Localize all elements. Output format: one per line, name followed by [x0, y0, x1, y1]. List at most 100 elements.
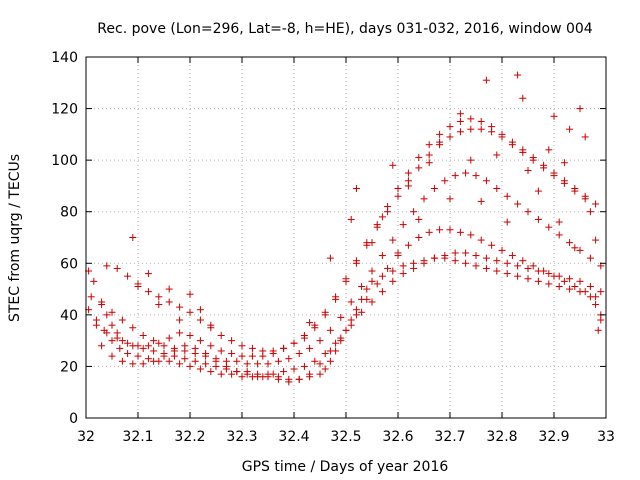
- data-point: [592, 301, 600, 309]
- data-point: [399, 262, 407, 270]
- data-point: [576, 277, 584, 285]
- data-point: [181, 355, 189, 363]
- data-point: [150, 357, 158, 365]
- data-point: [196, 316, 204, 324]
- data-point: [555, 218, 563, 226]
- y-axis-title: STEC from uqrg / TECUs: [7, 154, 23, 322]
- x-tick-label: 32.3: [226, 429, 257, 445]
- data-point: [586, 282, 594, 290]
- data-point: [488, 128, 496, 136]
- data-point: [441, 177, 449, 185]
- y-tick-label: 0: [69, 411, 78, 427]
- data-point: [399, 270, 407, 278]
- data-point: [384, 264, 392, 272]
- data-point: [399, 221, 407, 229]
- chart-title: Rec. pove (Lon=296, Lat=-8, h=HE), days …: [97, 21, 593, 37]
- data-point: [139, 344, 147, 352]
- data-point: [217, 370, 225, 378]
- data-point: [571, 282, 579, 290]
- y-tick-label: 20: [60, 359, 78, 375]
- data-point: [217, 347, 225, 355]
- data-point: [378, 288, 386, 296]
- data-point: [503, 192, 511, 200]
- data-point: [462, 169, 470, 177]
- data-point: [342, 326, 350, 334]
- data-point: [238, 373, 246, 381]
- data-point: [113, 334, 121, 342]
- data-point: [493, 185, 501, 193]
- data-point: [280, 368, 288, 376]
- data-point: [534, 267, 542, 275]
- data-point: [155, 339, 163, 347]
- data-point: [425, 228, 433, 236]
- data-point: [155, 293, 163, 301]
- data-point: [545, 280, 553, 288]
- data-point: [87, 293, 95, 301]
- data-point: [248, 344, 256, 352]
- data-point: [571, 244, 579, 252]
- data-point: [342, 277, 350, 285]
- data-point: [103, 262, 111, 270]
- x-tick-label: 32.9: [538, 429, 569, 445]
- data-point: [488, 241, 496, 249]
- data-point: [300, 334, 308, 342]
- data-point: [436, 226, 444, 234]
- data-point: [358, 308, 366, 316]
- data-point: [368, 239, 376, 247]
- data-point: [477, 125, 485, 133]
- x-tick-label: 32.8: [486, 429, 517, 445]
- data-point: [118, 337, 126, 345]
- data-point: [550, 172, 558, 180]
- data-point: [254, 360, 262, 368]
- data-point: [144, 355, 152, 363]
- data-point: [217, 331, 225, 339]
- data-point: [529, 156, 537, 164]
- data-point: [186, 290, 194, 298]
- data-point: [196, 365, 204, 373]
- data-point: [134, 342, 142, 350]
- data-point: [176, 316, 184, 324]
- data-point: [90, 277, 98, 285]
- data-point: [566, 239, 574, 247]
- data-point: [451, 257, 459, 265]
- data-point: [493, 267, 501, 275]
- data-point: [462, 259, 470, 267]
- data-point: [389, 267, 397, 275]
- data-point: [316, 370, 324, 378]
- y-tick-label: 100: [51, 153, 78, 169]
- data-point: [295, 350, 303, 358]
- data-point: [420, 259, 428, 267]
- data-point: [456, 128, 464, 136]
- data-point: [191, 344, 199, 352]
- data-point: [592, 293, 600, 301]
- y-axis-ticks: 0 20 40 60 80 100 120 140: [51, 50, 606, 427]
- grid-lines: [86, 57, 606, 418]
- data-point: [160, 352, 168, 360]
- data-point: [332, 339, 340, 347]
- data-point: [103, 329, 111, 337]
- data-point: [150, 347, 158, 355]
- data-point: [540, 164, 548, 172]
- data-point: [415, 154, 423, 162]
- data-point: [352, 259, 360, 267]
- data-point: [108, 337, 116, 345]
- data-point: [124, 350, 132, 358]
- data-point: [129, 324, 137, 332]
- data-point: [358, 282, 366, 290]
- data-point: [472, 252, 480, 260]
- data-point: [368, 267, 376, 275]
- data-point: [566, 285, 574, 293]
- data-point: [368, 298, 376, 306]
- data-point: [514, 262, 522, 270]
- data-point: [514, 272, 522, 280]
- data-point: [238, 352, 246, 360]
- data-point: [373, 280, 381, 288]
- data-point: [425, 159, 433, 167]
- data-point: [508, 252, 516, 260]
- data-point: [280, 344, 288, 352]
- data-point: [524, 264, 532, 272]
- data-point: [446, 195, 454, 203]
- data-point: [264, 360, 272, 368]
- data-point: [144, 288, 152, 296]
